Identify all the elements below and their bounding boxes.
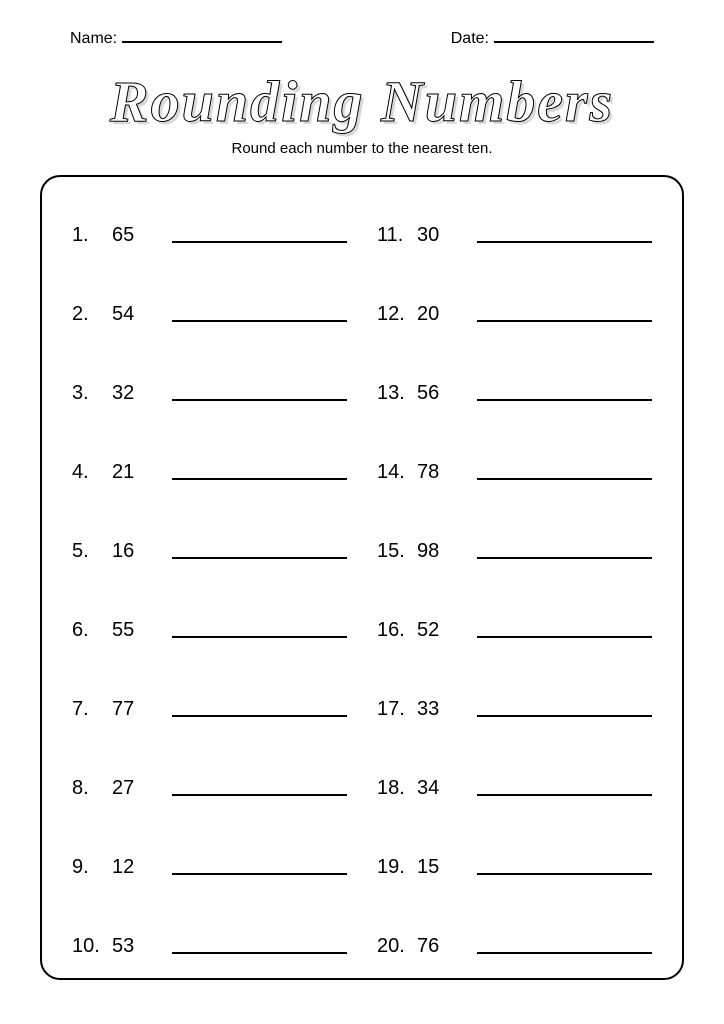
answer-line[interactable] — [172, 873, 347, 875]
answer-line[interactable] — [477, 952, 652, 954]
name-field: Name: — [70, 30, 282, 48]
problem-value: 32 — [112, 382, 152, 405]
problem-number: 14. — [377, 461, 417, 484]
problem-row: 12.20 — [377, 286, 652, 326]
answer-line[interactable] — [172, 241, 347, 243]
problem-number: 17. — [377, 698, 417, 721]
problem-number: 3. — [72, 382, 112, 405]
answer-line[interactable] — [172, 557, 347, 559]
worksheet-title: Rounding Numbers — [40, 68, 684, 135]
date-label: Date: — [451, 30, 489, 48]
answer-line[interactable] — [477, 320, 652, 322]
problem-row: 13.56 — [377, 365, 652, 405]
answer-line[interactable] — [172, 636, 347, 638]
date-input-line[interactable] — [494, 41, 654, 43]
worksheet-subtitle: Round each number to the nearest ten. — [40, 140, 684, 157]
name-input-line[interactable] — [122, 41, 282, 43]
problem-value: 77 — [112, 698, 152, 721]
problem-number: 13. — [377, 382, 417, 405]
problem-number: 19. — [377, 856, 417, 879]
problem-row: 14.78 — [377, 444, 652, 484]
problem-row: 5.16 — [72, 523, 347, 563]
problem-value: 27 — [112, 777, 152, 800]
answer-line[interactable] — [477, 636, 652, 638]
problem-number: 8. — [72, 777, 112, 800]
date-field: Date: — [451, 30, 654, 48]
problem-number: 15. — [377, 540, 417, 563]
problem-row: 17.33 — [377, 681, 652, 721]
problem-value: 78 — [417, 461, 457, 484]
problem-value: 55 — [112, 619, 152, 642]
problem-value: 30 — [417, 224, 457, 247]
header-row: Name: Date: — [40, 30, 684, 48]
name-label: Name: — [70, 30, 117, 48]
problem-row: 9.12 — [72, 839, 347, 879]
problem-value: 53 — [112, 935, 152, 958]
problem-value: 54 — [112, 303, 152, 326]
answer-line[interactable] — [172, 399, 347, 401]
answer-line[interactable] — [477, 557, 652, 559]
problem-number: 11. — [377, 224, 417, 247]
answer-line[interactable] — [172, 320, 347, 322]
answer-line[interactable] — [172, 478, 347, 480]
problem-row: 11.30 — [377, 207, 652, 247]
problem-number: 2. — [72, 303, 112, 326]
problem-row: 4.21 — [72, 444, 347, 484]
problem-value: 20 — [417, 303, 457, 326]
problem-row: 8.27 — [72, 760, 347, 800]
answer-line[interactable] — [477, 873, 652, 875]
answer-line[interactable] — [172, 952, 347, 954]
answer-line[interactable] — [477, 794, 652, 796]
problem-value: 52 — [417, 619, 457, 642]
answer-line[interactable] — [477, 715, 652, 717]
problem-row: 16.52 — [377, 602, 652, 642]
problem-number: 12. — [377, 303, 417, 326]
problem-number: 18. — [377, 777, 417, 800]
problem-value: 76 — [417, 935, 457, 958]
problem-value: 15 — [417, 856, 457, 879]
problem-row: 19.15 — [377, 839, 652, 879]
problem-row: 15.98 — [377, 523, 652, 563]
problem-value: 98 — [417, 540, 457, 563]
problem-value: 21 — [112, 461, 152, 484]
problem-value: 34 — [417, 777, 457, 800]
problem-row: 6.55 — [72, 602, 347, 642]
answer-line[interactable] — [172, 794, 347, 796]
problem-row: 10.53 — [72, 918, 347, 958]
problem-number: 1. — [72, 224, 112, 247]
answer-line[interactable] — [477, 478, 652, 480]
problem-row: 1.65 — [72, 207, 347, 247]
problem-row: 18.34 — [377, 760, 652, 800]
columns: 1.65 2.54 3.32 4.21 5.16 6.55 7.77 8.27 … — [72, 207, 652, 958]
problem-value: 33 — [417, 698, 457, 721]
problem-value: 12 — [112, 856, 152, 879]
problem-row: 2.54 — [72, 286, 347, 326]
problem-value: 65 — [112, 224, 152, 247]
answer-line[interactable] — [172, 715, 347, 717]
answer-line[interactable] — [477, 399, 652, 401]
problems-box: 1.65 2.54 3.32 4.21 5.16 6.55 7.77 8.27 … — [40, 175, 684, 980]
problem-row: 7.77 — [72, 681, 347, 721]
problem-number: 10. — [72, 935, 112, 958]
right-column: 11.30 12.20 13.56 14.78 15.98 16.52 17.3… — [377, 207, 652, 958]
problem-number: 4. — [72, 461, 112, 484]
problem-row: 20.76 — [377, 918, 652, 958]
problem-number: 7. — [72, 698, 112, 721]
problem-value: 16 — [112, 540, 152, 563]
problem-row: 3.32 — [72, 365, 347, 405]
problem-number: 20. — [377, 935, 417, 958]
problem-number: 6. — [72, 619, 112, 642]
problem-number: 16. — [377, 619, 417, 642]
problem-value: 56 — [417, 382, 457, 405]
answer-line[interactable] — [477, 241, 652, 243]
left-column: 1.65 2.54 3.32 4.21 5.16 6.55 7.77 8.27 … — [72, 207, 347, 958]
problem-number: 9. — [72, 856, 112, 879]
problem-number: 5. — [72, 540, 112, 563]
